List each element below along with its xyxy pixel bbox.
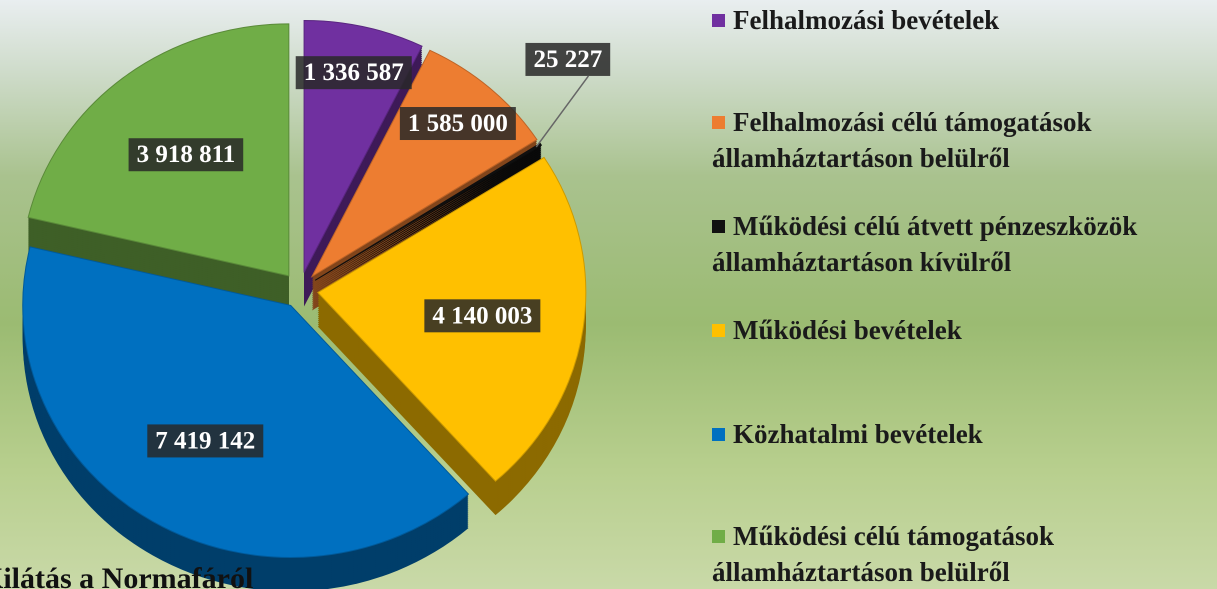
slice — [310, 49, 538, 278]
data-label-text: 3 918 811 — [137, 141, 236, 168]
legend-label: Működési célú támogatások államháztartás… — [712, 521, 1055, 587]
caption: Kilátás a Normafáról — [0, 562, 254, 589]
slice-side — [315, 153, 542, 291]
data-label-text: 7 419 142 — [155, 427, 255, 454]
data-label-text: 1 336 587 — [304, 59, 404, 86]
legend-swatch — [712, 324, 725, 337]
legend-item: Felhalmozási bevételek — [712, 2, 1212, 38]
legend-swatch — [712, 116, 725, 129]
data-label-box — [295, 56, 412, 90]
slice — [22, 246, 470, 558]
slice-side — [315, 145, 542, 283]
legend-item: Közhatalmi bevételek — [712, 416, 1212, 452]
legend-label: Felhalmozási célú támogatások államházta… — [712, 107, 1092, 173]
data-label-text: 4 140 003 — [432, 302, 532, 329]
data-label-box — [399, 107, 516, 141]
legend-swatch — [712, 220, 725, 233]
slice-side — [315, 149, 542, 287]
legend-item: Működési bevételek — [712, 312, 1212, 348]
slice-side — [315, 147, 542, 285]
legend-swatch — [712, 14, 725, 27]
data-label-text: 1 585 000 — [408, 110, 508, 137]
legend-label: Működési bevételek — [733, 315, 962, 345]
legend-item: Működési célú támogatások államháztartás… — [712, 518, 1212, 589]
data-label: 25 227 — [525, 42, 611, 76]
data-label: 1 585 000 — [399, 107, 516, 141]
data-label: 1 336 587 — [295, 56, 412, 90]
data-label-box — [424, 299, 541, 333]
slice-side — [315, 155, 542, 293]
data-label-box — [128, 138, 244, 172]
legend-swatch — [712, 428, 725, 441]
slice-side — [315, 151, 542, 289]
data-label-box — [147, 424, 264, 458]
data-label-text: 25 227 — [533, 46, 602, 73]
legend-item: Működési célú átvett pénzeszközök államh… — [712, 208, 1212, 280]
legend-swatch — [712, 530, 725, 543]
data-label: 7 419 142 — [147, 424, 264, 458]
legend-label: Közhatalmi bevételek — [733, 419, 983, 449]
legend-item: Felhalmozási célú támogatások államházta… — [712, 104, 1212, 176]
legend-label: Működési célú átvett pénzeszközök államh… — [712, 211, 1138, 277]
data-label-box — [525, 42, 611, 76]
data-label: 3 918 811 — [128, 138, 244, 172]
legend-label: Felhalmozási bevételek — [733, 5, 1000, 35]
data-label: 4 140 003 — [424, 299, 541, 333]
leader-line — [535, 75, 590, 148]
slice — [314, 142, 543, 281]
